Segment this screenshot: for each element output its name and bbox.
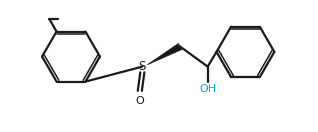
Text: O: O	[135, 96, 144, 106]
Text: S: S	[139, 60, 146, 73]
Polygon shape	[147, 44, 182, 65]
Text: OH: OH	[199, 84, 216, 94]
